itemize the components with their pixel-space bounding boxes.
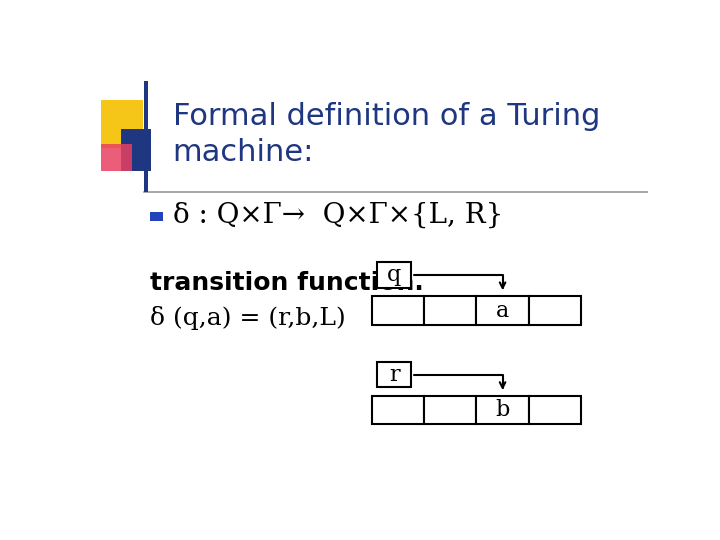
Bar xyxy=(477,296,528,325)
Text: b: b xyxy=(495,399,510,421)
Bar xyxy=(528,396,581,424)
Bar xyxy=(101,100,143,148)
Bar xyxy=(528,296,581,325)
Text: machine:: machine: xyxy=(173,138,314,166)
Bar xyxy=(424,296,477,325)
Text: q: q xyxy=(387,264,401,286)
Bar xyxy=(144,82,148,192)
Text: δ : Q×Γ→  Q×Γ×{L, R}: δ : Q×Γ→ Q×Γ×{L, R} xyxy=(173,202,503,229)
Bar xyxy=(121,129,151,171)
Bar xyxy=(372,296,424,325)
Bar xyxy=(424,396,477,424)
Bar xyxy=(101,144,132,171)
Bar xyxy=(477,396,528,424)
Text: r: r xyxy=(389,363,400,386)
Text: a: a xyxy=(496,300,509,321)
Bar xyxy=(150,212,163,221)
Text: Formal definition of a Turing: Formal definition of a Turing xyxy=(173,102,600,131)
Bar xyxy=(377,262,411,288)
Text: δ (q,a) = (r,b,L): δ (q,a) = (r,b,L) xyxy=(150,306,346,330)
Bar xyxy=(377,362,411,388)
Bar xyxy=(372,396,424,424)
Text: transition function.: transition function. xyxy=(150,271,424,295)
